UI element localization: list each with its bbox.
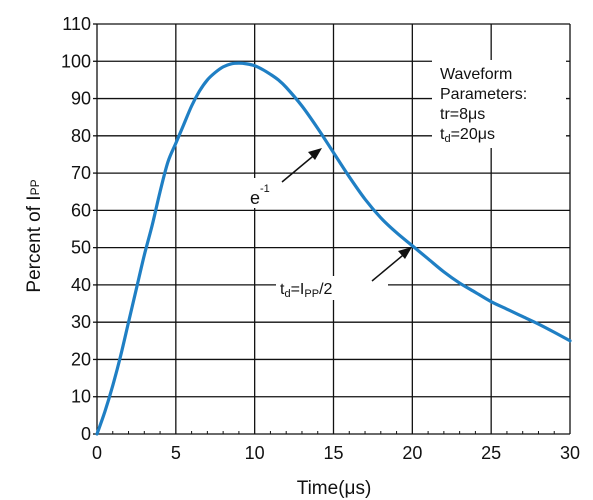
grid xyxy=(93,23,571,435)
td-pre: t xyxy=(280,281,285,298)
td-label-box xyxy=(276,276,388,300)
y-tick-label: 90 xyxy=(71,89,91,109)
td-post: /2 xyxy=(319,281,332,298)
e-label-box xyxy=(243,178,283,208)
e-inverse-label: e-1 xyxy=(250,183,270,208)
x-tick-label: 30 xyxy=(560,443,580,463)
e-base: e xyxy=(250,188,260,208)
y-axis-title: Percent of IPP xyxy=(24,179,45,292)
tick-labels: 0 10 20 30 40 50 60 70 80 90 100 110 0 5 10 15 20 25 30 xyxy=(61,14,580,463)
td-sub2: PP xyxy=(304,288,319,300)
x-tick-label: 10 xyxy=(245,443,265,463)
y-tick-label: 20 xyxy=(71,349,91,369)
td-eq: =I xyxy=(291,281,305,298)
e-arrow-head xyxy=(308,148,322,160)
td-arrow-line xyxy=(371,250,409,282)
params-line3: tr=8μs xyxy=(440,106,485,123)
parameters-box xyxy=(432,60,566,148)
params-line4-pre: t xyxy=(440,126,445,143)
y-tick-label: 110 xyxy=(62,14,91,34)
y-tick-label: 70 xyxy=(71,163,91,183)
x-tick-label: 0 xyxy=(92,443,102,463)
x-tick-label: 25 xyxy=(481,443,501,463)
y-tick-label: 50 xyxy=(71,238,91,258)
y-axis-title-main: Percent of I xyxy=(24,195,45,292)
waveform-curve xyxy=(95,61,572,436)
x-axis-title: Time(μs) xyxy=(297,478,372,499)
y-tick-label: 0 xyxy=(81,424,91,444)
td-arrow-head xyxy=(398,247,412,259)
x-tick-label: 15 xyxy=(323,443,343,463)
params-line4: td=20μs xyxy=(440,126,495,145)
y-tick-label: 10 xyxy=(71,387,91,407)
params-line1: Waveform xyxy=(440,66,512,83)
params-line2: Parameters: xyxy=(440,86,527,103)
td-sub: d xyxy=(284,288,290,300)
params-line4-sub: d xyxy=(444,133,450,145)
y-tick-label: 100 xyxy=(61,51,91,71)
x-tick-label: 5 xyxy=(171,443,181,463)
y-tick-label: 30 xyxy=(71,312,91,332)
curve-layer xyxy=(95,61,572,436)
e-exponent: -1 xyxy=(260,183,270,195)
y-tick-label: 40 xyxy=(71,275,91,295)
y-tick-label: 80 xyxy=(71,126,91,146)
x-tick-label: 20 xyxy=(402,443,422,463)
y-tick-label: 60 xyxy=(71,200,91,220)
params-line4-post: =20μs xyxy=(451,126,495,143)
y-axis-title-sub: PP xyxy=(28,179,42,195)
e-arrow-line xyxy=(281,151,319,183)
td-label: td=IPP/2 xyxy=(280,281,333,300)
